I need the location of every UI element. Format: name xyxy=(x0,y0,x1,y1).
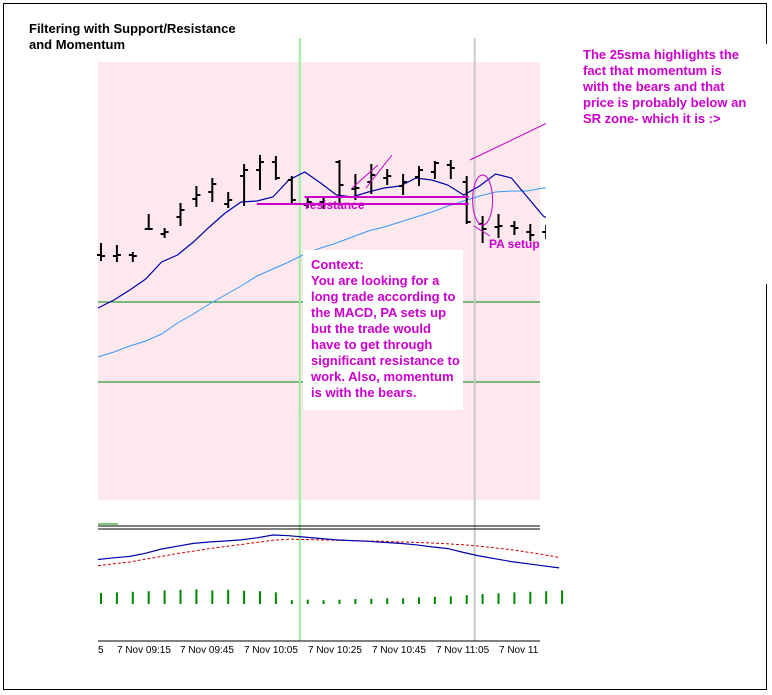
x-tick-label: 7 Nov 10:05 xyxy=(244,645,298,656)
context-background xyxy=(303,250,463,410)
resistance-pointer xyxy=(365,154,393,189)
outer-frame xyxy=(3,3,767,690)
context-line: the MACD, PA sets up xyxy=(311,305,447,320)
top-note-background xyxy=(546,44,770,284)
context-line: work. Also, momentum xyxy=(311,369,454,384)
slow-ma-line xyxy=(97,186,576,358)
x-tick-label: 7 Nov 10:45 xyxy=(372,645,426,656)
context-annotation: Context: You are looking for a long trad… xyxy=(311,257,463,401)
pa-setup-label: PA setup xyxy=(489,237,540,251)
note-line: The 25sma highlights the xyxy=(583,47,740,62)
macd-signal-line xyxy=(97,538,560,567)
x-tick-label: 7 Nov 11:05 xyxy=(436,645,490,656)
note-line: price is probably below an xyxy=(583,95,747,110)
resistance-label: resistance xyxy=(305,198,365,212)
note-line: fact that momentum is xyxy=(583,63,722,78)
context-line: is with the bears. xyxy=(311,385,417,400)
context-heading: Context: xyxy=(311,257,364,272)
x-tick-label: 7 Nov 09:15 xyxy=(117,645,171,656)
fast-ma-line xyxy=(97,171,576,309)
context-line: have to get through xyxy=(311,337,433,352)
chart-title: Filtering with Support/Resistance and Mo… xyxy=(29,21,289,53)
x-tick-label: 5 xyxy=(98,645,104,656)
pa-setup-pointer xyxy=(473,225,491,237)
context-line: long trade according to xyxy=(311,289,456,304)
x-tick-label: 7 Nov 11 xyxy=(499,645,539,656)
note-line: with the bears and that xyxy=(583,79,725,94)
macd-main-line xyxy=(97,534,560,569)
resistance-pointer xyxy=(351,164,379,189)
note-line: SR zone- which it is :> xyxy=(583,111,721,126)
context-line: You are looking for a xyxy=(311,273,440,288)
context-line: but the trade would xyxy=(311,321,431,336)
pa-setup-ellipse xyxy=(472,174,494,226)
momentum-annotation: The 25sma highlights the fact that momen… xyxy=(583,47,767,127)
title-line-2: and Momentum xyxy=(29,37,126,52)
x-tick-label: 7 Nov 09:45 xyxy=(180,645,234,656)
x-tick-label: 7 Nov 10:25 xyxy=(308,645,362,656)
title-line-1: Filtering with Support/Resistance xyxy=(29,21,236,36)
context-line: significant resistance to xyxy=(311,353,460,368)
